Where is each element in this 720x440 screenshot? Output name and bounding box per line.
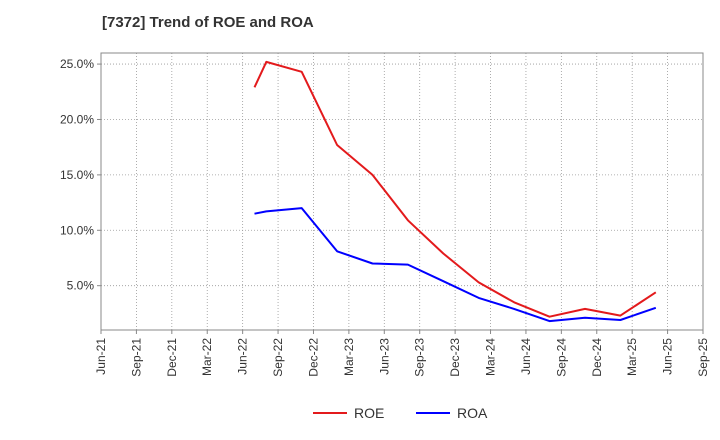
x-tick-label: Mar-23 xyxy=(342,338,356,376)
x-tick-label: Dec-24 xyxy=(590,338,604,377)
y-tick-label: 5.0% xyxy=(67,279,95,293)
x-tick-label: Sep-25 xyxy=(696,338,710,377)
x-tick-label: Dec-22 xyxy=(306,338,320,377)
x-axis-ticks: Jun-21 Sep-21 Dec-21 Mar-22 Jun-22 Sep-22 Dec-… xyxy=(94,330,710,377)
y-tick-label: 10.0% xyxy=(60,223,94,237)
y-tick-label: 25.0% xyxy=(60,57,94,71)
legend: ROE ROA xyxy=(313,405,488,421)
x-tick-label: Sep-22 xyxy=(271,338,285,377)
plot-area xyxy=(100,52,704,331)
x-tick-label: Dec-23 xyxy=(448,338,462,377)
x-tick-label: Sep-23 xyxy=(413,338,427,377)
x-tick-label: Dec-21 xyxy=(165,338,179,377)
series-line-roa xyxy=(254,207,657,323)
y-tick-label: 15.0% xyxy=(60,168,94,182)
x-tick-label: Mar-22 xyxy=(200,338,214,376)
x-tick-label: Jun-23 xyxy=(377,338,391,375)
series-line-roe xyxy=(253,60,657,318)
x-tick-label: Mar-25 xyxy=(625,338,639,376)
legend-label-roe: ROE xyxy=(354,405,384,421)
legend-label-roa: ROA xyxy=(457,405,488,421)
x-tick-label: Sep-21 xyxy=(129,338,143,377)
x-tick-label: Jun-24 xyxy=(519,338,533,375)
grid-layer xyxy=(101,53,703,330)
y-tick-label: 20.0% xyxy=(60,112,94,126)
y-axis-ticks: 5.0% 10.0% 15.0% 20.0% 25.0% xyxy=(60,57,101,293)
x-tick-label: Mar-24 xyxy=(484,338,498,376)
chart-title: [7372] Trend of ROE and ROA xyxy=(102,14,314,31)
x-tick-label: Jun-21 xyxy=(94,338,108,375)
x-tick-label: Sep-24 xyxy=(554,338,568,377)
x-tick-label: Jun-22 xyxy=(236,338,250,375)
x-tick-label: Jun-25 xyxy=(661,338,675,375)
series-layer xyxy=(253,60,657,323)
